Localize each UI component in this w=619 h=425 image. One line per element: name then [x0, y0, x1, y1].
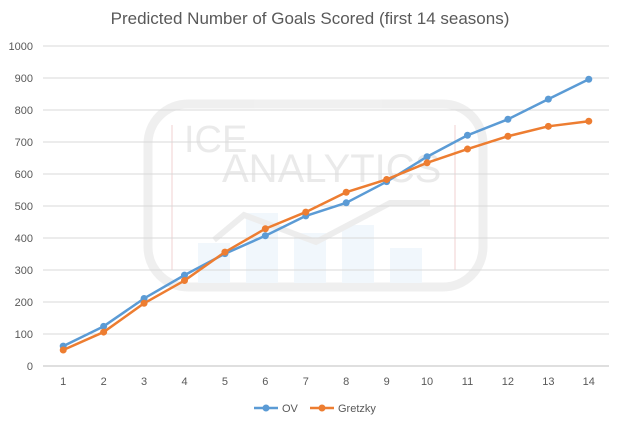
x-tick-label: 13: [542, 376, 554, 388]
data-point: [464, 145, 471, 153]
y-tick-label: 200: [15, 297, 33, 309]
data-point: [302, 208, 310, 216]
series-line: [62, 119, 589, 352]
y-tick-label: 500: [15, 201, 33, 213]
data-point: [59, 346, 67, 354]
data-point: [100, 322, 108, 330]
x-tick-label: 8: [343, 376, 349, 388]
x-tick-label: 14: [583, 376, 595, 388]
x-tick-label: 12: [502, 376, 514, 388]
data-point: [585, 117, 593, 125]
data-point: [504, 132, 512, 140]
x-axis-ticks: 1 2 3 4 5 6 7 8 9 10 11 12 13 14: [60, 376, 595, 388]
watermark-line1: ICE: [184, 119, 247, 161]
y-tick-label: 0: [27, 361, 33, 373]
x-tick-label: 10: [421, 376, 433, 388]
y-tick-label: 700: [15, 137, 33, 149]
series-line: [62, 78, 590, 348]
chart-title: Predicted Number of Goals Scored (first …: [111, 9, 510, 28]
x-tick-label: 6: [262, 376, 268, 388]
data-point: [140, 294, 148, 302]
legend-item: OV: [254, 403, 299, 415]
watermark-line2: ANALYTICS: [222, 147, 441, 191]
data-point: [181, 271, 188, 279]
y-tick-label: 300: [15, 265, 33, 277]
data-point: [423, 153, 431, 161]
x-tick-label: 7: [303, 376, 309, 388]
series-group: [59, 75, 593, 354]
legend-label: OV: [282, 403, 299, 415]
x-tick-label: 1: [60, 376, 66, 388]
watermark-logo: ICE ANALYTICS: [143, 99, 488, 292]
y-tick-label: 900: [15, 73, 33, 85]
data-point: [342, 188, 350, 196]
data-point: [544, 122, 552, 130]
legend-label: Gretzky: [338, 403, 376, 415]
data-point: [100, 328, 108, 336]
data-point: [261, 225, 269, 233]
data-point: [585, 75, 593, 83]
data-point: [464, 131, 471, 139]
legend-item: Gretzky: [310, 403, 376, 415]
y-tick-label: 400: [15, 233, 33, 245]
x-tick-label: 11: [462, 376, 473, 388]
data-point: [342, 199, 350, 207]
data-point: [140, 299, 148, 307]
data-point: [504, 115, 512, 123]
legend-marker: [318, 404, 326, 412]
series-gretzky: [59, 117, 593, 354]
legend: OV Gretzky: [254, 403, 376, 415]
x-tick-label: 4: [181, 376, 187, 388]
legend-marker: [262, 404, 270, 412]
series-ov: [59, 75, 593, 350]
x-tick-label: 5: [222, 376, 228, 388]
gridlines: [43, 45, 609, 367]
y-tick-label: 1000: [9, 41, 33, 53]
y-tick-label: 800: [15, 105, 33, 117]
x-tick-label: 2: [101, 376, 107, 388]
data-point: [423, 159, 431, 167]
x-tick-label: 3: [141, 376, 147, 388]
data-point: [383, 175, 391, 183]
y-tick-label: 600: [15, 169, 33, 181]
data-point: [181, 277, 188, 285]
y-tick-label: 100: [15, 329, 33, 341]
data-point: [544, 95, 552, 103]
data-point: [221, 248, 229, 256]
data-point: [261, 232, 269, 240]
x-tick-label: 9: [384, 376, 390, 388]
y-axis-ticks: 0 100 200 300 400 500 600 700 800 900 1000: [9, 41, 33, 373]
